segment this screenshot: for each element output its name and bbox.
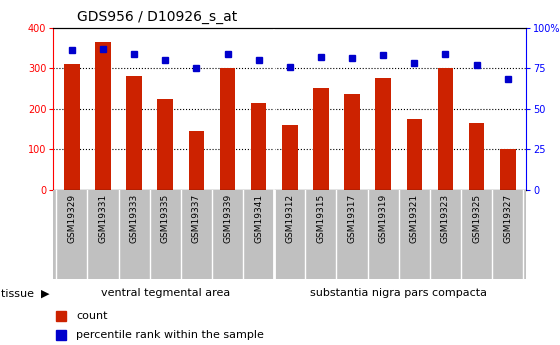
Text: percentile rank within the sample: percentile rank within the sample	[76, 330, 264, 340]
Text: GSM19319: GSM19319	[379, 194, 388, 244]
Text: GSM19331: GSM19331	[99, 194, 108, 244]
Bar	[56, 311, 66, 322]
Bar	[313, 88, 329, 190]
Text: GSM19327: GSM19327	[503, 194, 512, 243]
Text: GSM19317: GSM19317	[348, 194, 357, 244]
Text: GSM19323: GSM19323	[441, 194, 450, 243]
Bar	[127, 76, 142, 190]
Text: substantia nigra pars compacta: substantia nigra pars compacta	[310, 288, 487, 298]
Bar	[157, 99, 173, 190]
Bar	[95, 42, 111, 190]
Text: GSM19329: GSM19329	[67, 194, 76, 243]
Bar	[251, 102, 267, 190]
Text: GSM19325: GSM19325	[472, 194, 481, 243]
Text: ventral tegmental area: ventral tegmental area	[101, 288, 230, 298]
Bar	[438, 68, 453, 190]
Bar	[189, 131, 204, 190]
Text: GDS956 / D10926_s_at: GDS956 / D10926_s_at	[77, 10, 237, 24]
Text: GSM19337: GSM19337	[192, 194, 201, 244]
Text: count: count	[76, 311, 108, 321]
Text: GSM19312: GSM19312	[285, 194, 295, 243]
Text: GSM19315: GSM19315	[316, 194, 325, 244]
Bar	[64, 64, 80, 190]
Bar	[469, 123, 484, 190]
Bar	[282, 125, 297, 190]
Bar	[220, 68, 235, 190]
Bar	[500, 149, 516, 190]
Text: tissue  ▶: tissue ▶	[1, 288, 50, 298]
Text: GSM19321: GSM19321	[410, 194, 419, 243]
Bar	[344, 95, 360, 190]
Text: GSM19341: GSM19341	[254, 194, 263, 243]
Text: GSM19335: GSM19335	[161, 194, 170, 244]
Text: GSM19339: GSM19339	[223, 194, 232, 244]
Bar	[375, 78, 391, 190]
Bar	[407, 119, 422, 190]
Text: GSM19333: GSM19333	[130, 194, 139, 244]
Bar	[56, 330, 66, 341]
